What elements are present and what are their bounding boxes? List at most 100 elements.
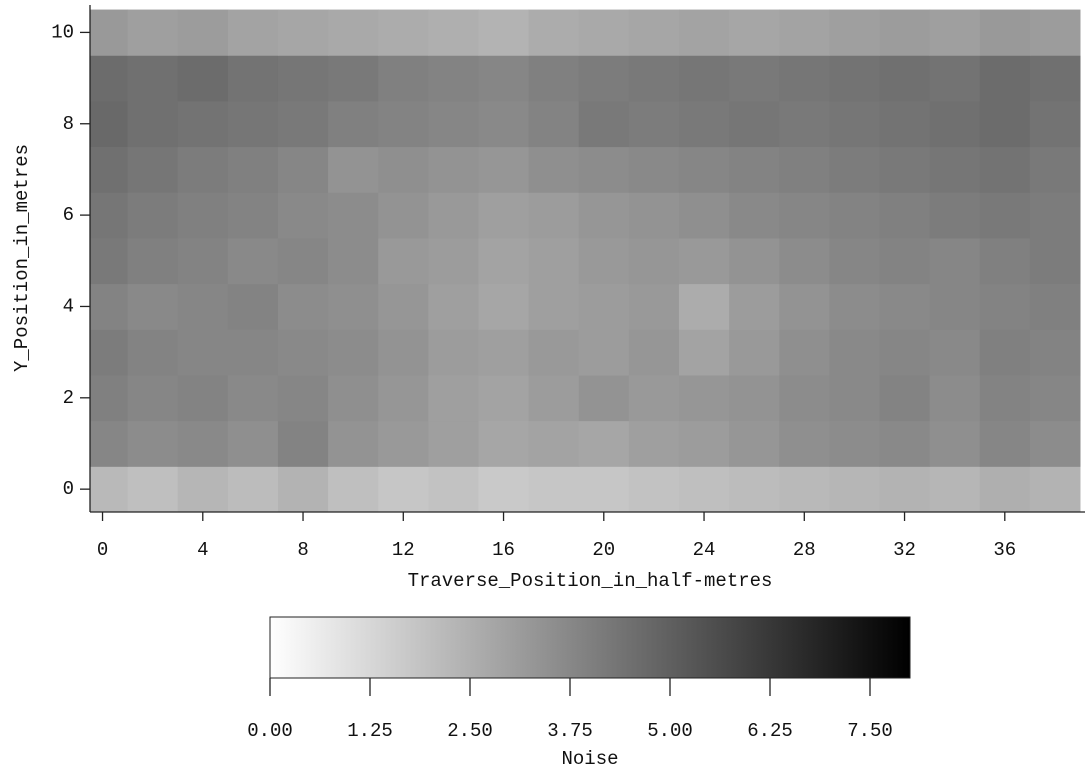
heat-cell xyxy=(177,466,229,512)
heat-cell xyxy=(277,55,329,102)
heat-cell xyxy=(578,283,630,330)
heat-cell xyxy=(979,374,1031,422)
x-tick-label: 24 xyxy=(693,539,716,561)
x-tick-label: 12 xyxy=(392,539,415,561)
heat-cell xyxy=(979,283,1031,330)
heat-cell xyxy=(478,55,530,102)
heat-cell xyxy=(90,9,129,56)
heat-cell xyxy=(478,283,530,330)
heat-cell xyxy=(90,420,129,467)
heat-cell xyxy=(227,237,279,285)
heat-cell xyxy=(1029,466,1081,512)
heat-cell xyxy=(829,237,880,285)
heat-cell xyxy=(1029,420,1081,467)
y-tick-label: 0 xyxy=(63,478,74,500)
heat-cell xyxy=(678,146,730,193)
heat-cell xyxy=(177,283,229,330)
heat-cell xyxy=(127,9,179,56)
heat-cell xyxy=(428,329,479,376)
heat-cell xyxy=(428,192,479,239)
heat-cell xyxy=(428,283,479,330)
heat-cell xyxy=(829,146,880,193)
heat-cell xyxy=(227,374,279,422)
heat-cell xyxy=(177,146,229,193)
heat-cell xyxy=(478,466,530,512)
colorbar-tick-label: 7.50 xyxy=(847,720,893,742)
heat-cell xyxy=(979,192,1031,239)
heat-cell xyxy=(578,192,630,239)
heat-cell xyxy=(528,9,580,56)
heat-cell xyxy=(177,192,229,239)
heat-cell xyxy=(90,100,129,148)
heat-cell xyxy=(929,192,981,239)
heat-cell xyxy=(628,9,680,56)
heat-cell xyxy=(1029,192,1081,239)
heatmap xyxy=(90,9,1081,512)
heat-cell xyxy=(528,192,580,239)
heat-cell xyxy=(729,283,780,330)
heat-cell xyxy=(177,55,229,102)
colorbar-tick-label: 6.25 xyxy=(747,720,793,742)
heat-cell xyxy=(929,374,981,422)
heat-cell xyxy=(1029,237,1081,285)
heat-cell xyxy=(378,146,429,193)
heat-cell xyxy=(378,374,429,422)
heat-cell xyxy=(328,420,379,467)
heat-cell xyxy=(879,466,931,512)
heat-cell xyxy=(979,146,1031,193)
heat-cell xyxy=(929,329,981,376)
heat-cell xyxy=(1029,329,1081,376)
heat-cell xyxy=(478,192,530,239)
heat-cell xyxy=(328,192,379,239)
heat-cell xyxy=(829,192,880,239)
heat-cell xyxy=(628,374,680,422)
heat-cell xyxy=(277,329,329,376)
x-tick-label: 36 xyxy=(993,539,1016,561)
heat-cell xyxy=(628,466,680,512)
heat-cell xyxy=(478,420,530,467)
heat-cell xyxy=(428,100,479,148)
heat-cell xyxy=(1029,9,1081,56)
colorbar-tick-label: 0.00 xyxy=(247,720,293,742)
heat-cell xyxy=(90,466,129,512)
heat-cell xyxy=(729,100,780,148)
heat-cell xyxy=(478,100,530,148)
heat-cell xyxy=(779,420,830,467)
x-tick-label: 4 xyxy=(197,539,208,561)
heat-cell xyxy=(177,9,229,56)
heat-cell xyxy=(90,55,129,102)
heat-cell xyxy=(729,192,780,239)
heat-cell xyxy=(378,329,429,376)
heat-cell xyxy=(177,329,229,376)
heat-cell xyxy=(879,55,931,102)
heat-cell xyxy=(779,192,830,239)
heat-cell xyxy=(979,55,1031,102)
heat-cell xyxy=(729,237,780,285)
heat-cell xyxy=(227,283,279,330)
heat-cell xyxy=(578,100,630,148)
heat-cell xyxy=(578,420,630,467)
heat-cell xyxy=(979,329,1031,376)
heat-cell xyxy=(779,283,830,330)
heat-cell xyxy=(328,237,379,285)
heat-cell xyxy=(779,146,830,193)
colorbar-tick-label: 2.50 xyxy=(447,720,493,742)
heat-cell xyxy=(227,100,279,148)
heat-cell xyxy=(378,283,429,330)
x-tick-label: 32 xyxy=(893,539,916,561)
heat-cell xyxy=(729,329,780,376)
heat-cell xyxy=(127,237,179,285)
heat-cell xyxy=(378,55,429,102)
heat-cell xyxy=(678,55,730,102)
heat-cell xyxy=(829,100,880,148)
y-tick-label: 2 xyxy=(63,387,74,409)
heat-cell xyxy=(829,420,880,467)
heat-cell xyxy=(277,100,329,148)
heat-cell xyxy=(90,374,129,422)
heat-cell xyxy=(428,420,479,467)
heat-cell xyxy=(829,329,880,376)
heat-cell xyxy=(678,100,730,148)
heat-cell xyxy=(779,329,830,376)
heat-cell xyxy=(779,374,830,422)
heat-cell xyxy=(227,192,279,239)
